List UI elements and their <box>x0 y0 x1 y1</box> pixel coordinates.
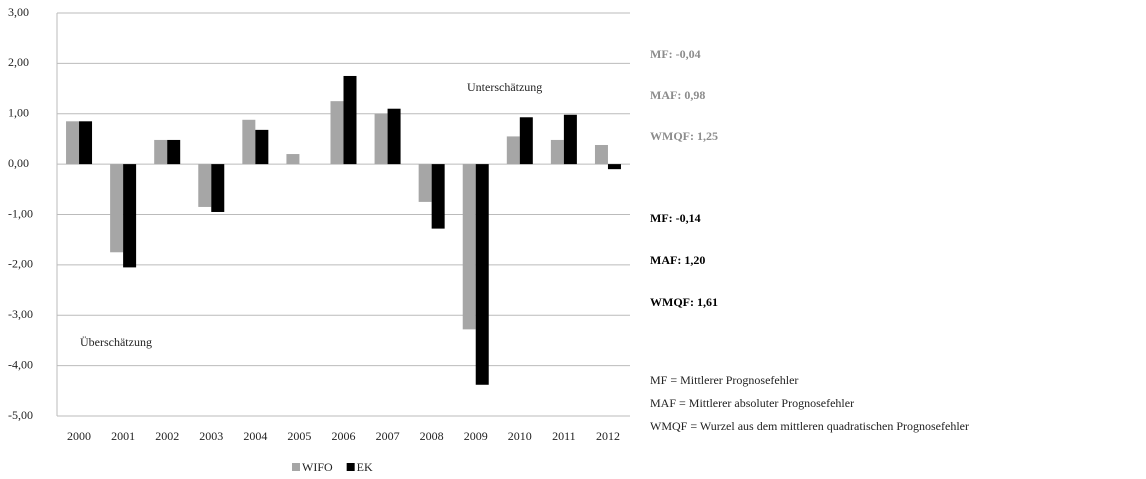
x-tick-label: 2000 <box>67 429 91 443</box>
y-tick-label: -2,00 <box>8 257 33 271</box>
bar <box>242 119 256 165</box>
bar <box>343 75 357 165</box>
stat-wifo: MF: -0,04 <box>650 47 701 61</box>
annotation: Überschätzung <box>80 335 152 349</box>
x-tick-label: 2009 <box>464 429 488 443</box>
legend-label: WIFO <box>302 460 333 474</box>
bar <box>462 164 476 330</box>
annotation: Unterschätzung <box>467 80 542 94</box>
bar <box>607 164 621 170</box>
bar <box>286 154 300 165</box>
bar <box>431 164 445 229</box>
bar <box>255 129 269 165</box>
x-tick-label: 2007 <box>376 429 400 443</box>
x-tick-label: 2004 <box>243 429 267 443</box>
x-tick-label: 2005 <box>287 429 311 443</box>
stat-ek: MAF: 1,20 <box>650 253 705 267</box>
bar <box>594 144 608 165</box>
x-tick-label: 2003 <box>199 429 223 443</box>
legend-label: EK <box>357 460 373 474</box>
y-tick-label: 0,00 <box>8 156 29 170</box>
note: WMQF = Wurzel aus dem mittleren quadrati… <box>650 419 969 433</box>
bar <box>167 139 181 165</box>
x-tick-label: 2012 <box>596 429 620 443</box>
bar <box>475 164 489 385</box>
bar <box>330 101 344 165</box>
y-tick-label: -1,00 <box>8 206 33 220</box>
bar <box>550 139 564 165</box>
bar <box>506 136 520 165</box>
bar <box>387 108 401 165</box>
legend-swatch <box>346 463 355 471</box>
y-tick-label: -3,00 <box>8 307 33 321</box>
stat-ek: WMQF: 1,61 <box>650 295 718 309</box>
stat-wifo: WMQF: 1,25 <box>650 129 718 143</box>
bar <box>154 139 168 165</box>
bar <box>198 164 212 207</box>
x-tick-label: 2008 <box>420 429 444 443</box>
bar <box>66 121 80 165</box>
bar <box>211 164 225 212</box>
bar <box>563 114 577 165</box>
bar <box>519 117 533 165</box>
y-tick-label: 3,00 <box>8 5 29 19</box>
bar <box>110 164 124 253</box>
bar <box>79 121 93 165</box>
y-tick-label: 1,00 <box>8 106 29 120</box>
y-tick-label: 2,00 <box>8 55 29 69</box>
y-tick-label: -4,00 <box>8 357 33 371</box>
y-tick-label: -5,00 <box>8 408 33 422</box>
bar <box>374 113 388 165</box>
x-tick-label: 2010 <box>508 429 532 443</box>
x-tick-label: 2006 <box>332 429 356 443</box>
legend-swatch <box>292 463 300 471</box>
stat-wifo: MAF: 0,98 <box>650 88 705 102</box>
note: MAF = Mittlerer absoluter Prognosefehler <box>650 396 854 410</box>
x-tick-label: 2002 <box>155 429 179 443</box>
x-tick-label: 2001 <box>111 429 135 443</box>
bar <box>418 164 432 202</box>
x-tick-label: 2011 <box>552 429 576 443</box>
note: MF = Mittlerer Prognosefehler <box>650 373 798 387</box>
bar <box>123 164 137 268</box>
stat-ek: MF: -0,14 <box>650 211 701 225</box>
